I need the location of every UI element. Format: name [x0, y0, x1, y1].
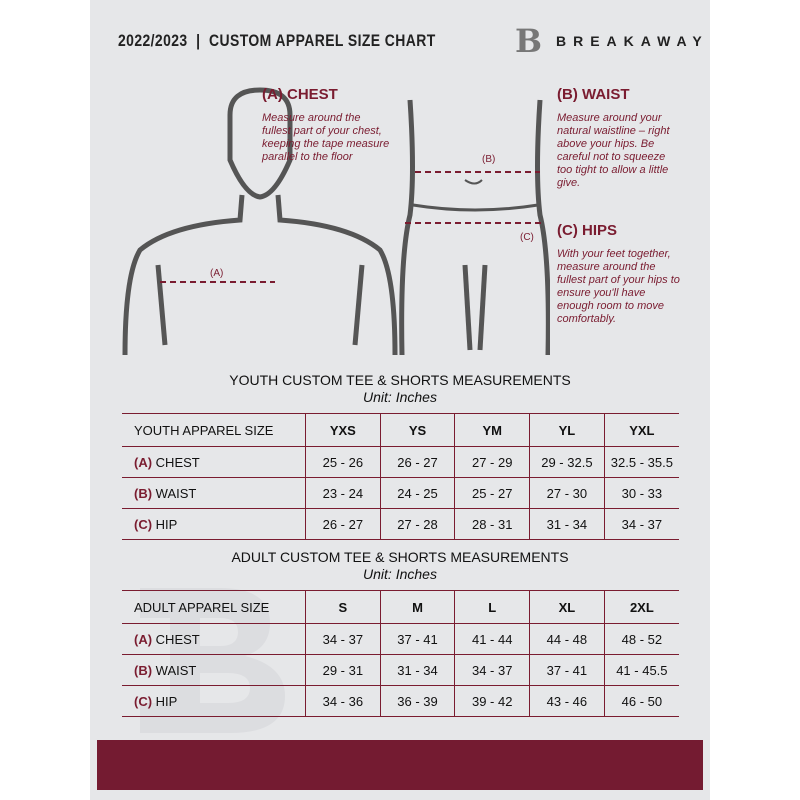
cell: 25 - 26 — [305, 446, 381, 478]
header-cell: ADULT APPAREL SIZE — [122, 590, 306, 624]
hips-heading: (C) HIPS — [557, 222, 617, 239]
cell: 30 - 33 — [603, 477, 679, 509]
row-letter: (C) — [134, 516, 153, 532]
header-cell: YXS — [305, 413, 381, 447]
cell: 31 - 34 — [379, 654, 455, 686]
cell: 34 - 37 — [305, 623, 381, 655]
chest-heading: (A) CHEST — [262, 86, 338, 103]
header-cell: M — [379, 590, 455, 624]
cell: 29 - 32.5 — [529, 446, 605, 478]
table-header-row: YOUTH APPAREL SIZE YXS YS YM YL YXL — [122, 413, 679, 447]
cell: 34 - 36 — [305, 685, 381, 717]
cell: 39 - 42 — [454, 685, 530, 717]
cell: 34 - 37 — [603, 508, 679, 540]
cell: 41 - 44 — [454, 623, 530, 655]
row-label: WAIST — [155, 485, 197, 501]
table-row: (C) HIP 26 - 27 27 - 28 28 - 31 31 - 34 34 - … — [122, 508, 679, 540]
waist-instructions: Measure around your natural waistline – … — [557, 112, 670, 189]
table-header-row: ADULT APPAREL SIZE S M L XL 2XL — [122, 590, 679, 624]
page-title: 2022/2023 | CUSTOM APPAREL SIZE CHART — [118, 31, 436, 50]
cell: 27 - 30 — [529, 477, 605, 509]
cell: 26 - 27 — [305, 508, 381, 540]
cell: 28 - 31 — [454, 508, 530, 540]
cell: 27 - 29 — [454, 446, 530, 478]
row-label: CHEST — [155, 631, 200, 647]
cell: 46 - 50 — [603, 685, 679, 717]
cell: 43 - 46 — [529, 685, 605, 717]
row-letter: (A) — [134, 631, 153, 647]
adult-table-unit: Unit: Inches — [363, 566, 437, 582]
cell: 34 - 37 — [454, 654, 530, 686]
cell: 24 - 25 — [379, 477, 455, 509]
table-row: (C) HIP 34 - 36 36 - 39 39 - 42 43 - 46 46 - … — [122, 685, 679, 717]
cell: 25 - 27 — [454, 477, 530, 509]
row-label: WAIST — [155, 662, 197, 678]
header-cell: L — [454, 590, 530, 624]
cell: 48 - 52 — [603, 623, 679, 655]
cell: 31 - 34 — [529, 508, 605, 540]
header-cell: YM — [454, 413, 530, 447]
brand-name: BREAKAWAY — [556, 33, 709, 49]
row-letter: (B) — [134, 485, 153, 501]
row-letter: (B) — [134, 662, 153, 678]
header-cell: XL — [529, 590, 605, 624]
cell: 29 - 31 — [305, 654, 381, 686]
row-label: HIP — [155, 693, 178, 709]
hips-marker: (C) — [520, 232, 534, 243]
youth-size-table: YOUTH APPAREL SIZE YXS YS YM YL YXL (A) CHEST… — [122, 413, 679, 540]
row-label: HIP — [155, 516, 178, 532]
header-cell: 2XL — [603, 590, 679, 624]
header-cell: S — [305, 590, 381, 624]
cell: 37 - 41 — [379, 623, 455, 655]
brand-logo-icon: B — [515, 22, 543, 60]
table-row: (A) CHEST 25 - 26 26 - 27 27 - 29 29 - 32.5 3… — [122, 446, 679, 478]
waist-heading: (B) WAIST — [557, 86, 630, 103]
cell: 32.5 - 35.5 — [603, 446, 679, 478]
cell: 27 - 28 — [379, 508, 455, 540]
chest-instructions: Measure around the fullest part of your … — [262, 112, 390, 163]
header-cell: YOUTH APPAREL SIZE — [122, 413, 306, 447]
cell: 41 - 45.5 — [603, 654, 679, 686]
cell: 36 - 39 — [379, 685, 455, 717]
header-cell: YS — [379, 413, 455, 447]
chest-marker: (A) — [210, 268, 223, 279]
cell: 23 - 24 — [305, 477, 381, 509]
cell: 44 - 48 — [529, 623, 605, 655]
body-illustration: (A) (B) (C) — [122, 87, 550, 355]
row-letter: (C) — [134, 693, 153, 709]
row-letter: (A) — [134, 454, 153, 470]
table-row: (A) CHEST 34 - 37 37 - 41 41 - 44 44 - 48 48 … — [122, 623, 679, 655]
cell: 26 - 27 — [379, 446, 455, 478]
youth-table-unit: Unit: Inches — [363, 389, 437, 405]
youth-table-title: YOUTH CUSTOM TEE & SHORTS MEASUREMENTS — [229, 372, 571, 388]
adult-table-title: ADULT CUSTOM TEE & SHORTS MEASUREMENTS — [231, 549, 569, 565]
hips-instructions: With your feet together, measure around … — [557, 248, 680, 325]
header-cell: YL — [529, 413, 605, 447]
adult-size-table: ADULT APPAREL SIZE S M L XL 2XL (A) CHEST 34 -… — [122, 590, 679, 717]
waist-marker: (B) — [482, 154, 495, 165]
footer-band — [97, 740, 703, 790]
table-row: (B) WAIST 23 - 24 24 - 25 25 - 27 27 - 30 30 … — [122, 477, 679, 509]
cell: 37 - 41 — [529, 654, 605, 686]
header-cell: YXL — [603, 413, 679, 447]
table-row: (B) WAIST 29 - 31 31 - 34 34 - 37 37 - 41 41 … — [122, 654, 679, 686]
row-label: CHEST — [155, 454, 200, 470]
